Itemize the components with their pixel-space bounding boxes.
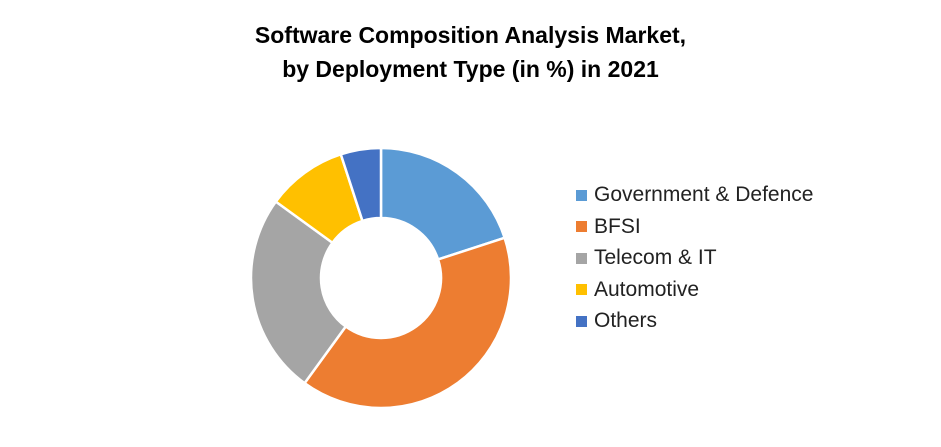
legend-label: Others [594, 309, 658, 332]
legend-item: Automotive [576, 278, 699, 302]
donut-slice-others [339, 146, 383, 223]
legend-swatch [576, 315, 587, 327]
legend-label: Government & Defence [594, 183, 814, 206]
legend-label: Telecom & IT [594, 246, 717, 269]
legend-swatch [576, 221, 587, 232]
legend-label: Automotive [594, 277, 700, 301]
legend-swatch [576, 252, 587, 264]
legend-item: Telecom & IT [576, 246, 717, 270]
donut-slice-bfsi [302, 236, 513, 410]
legend-item: BFSI [576, 215, 641, 239]
legend-swatch [576, 284, 587, 295]
legend-item: Government & Defence [576, 183, 813, 207]
chart-title-line-2: by Deployment Type (in %) in 2021 [282, 56, 659, 82]
legend-label: BFSI [594, 214, 641, 238]
legend-item: Others [576, 309, 657, 333]
legend-swatch [576, 189, 587, 201]
donut-slice-government-defence [379, 146, 507, 262]
chart-title-line-1: Software Composition Analysis Market, [254, 22, 687, 48]
donut-slice-telecom-it [249, 199, 348, 385]
